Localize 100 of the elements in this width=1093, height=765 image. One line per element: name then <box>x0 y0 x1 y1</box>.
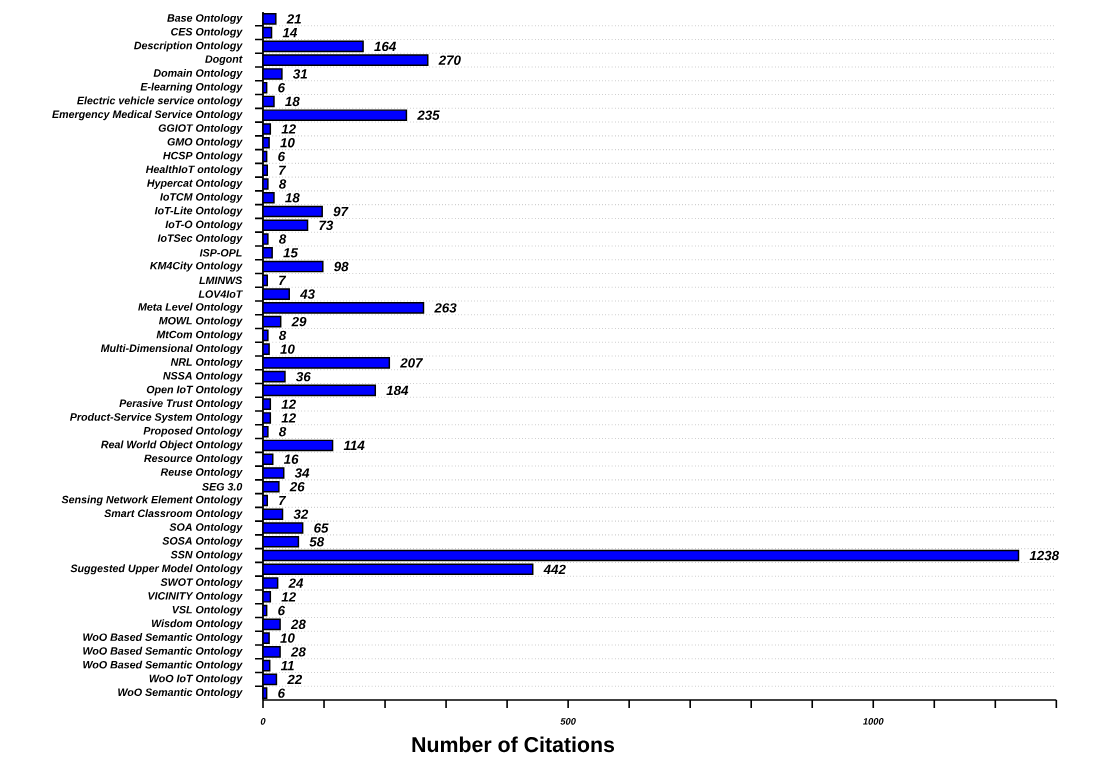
y-tick-label: MOWL Ontology <box>158 316 243 327</box>
y-tick-label: Sensing Network Element Ontology <box>61 495 243 506</box>
y-tick-label: Perasive Trust Ontology <box>119 399 243 410</box>
y-tick-label: Base Ontology <box>167 13 243 24</box>
y-tick-label: LMINWS <box>199 276 243 285</box>
data-label: 65 <box>314 523 329 533</box>
y-tick-label: ISP-OPL <box>199 249 242 257</box>
y-tick-label: IoT-Lite Ontology <box>154 206 243 217</box>
data-label: 164 <box>374 41 397 52</box>
x-tick-label: 1000 <box>863 718 884 725</box>
y-tick-label: Emergency Medical Service Ontology <box>52 110 243 121</box>
data-label: 1238 <box>1029 550 1060 561</box>
y-tick-label: E-learning Ontology <box>140 82 243 93</box>
data-label: 31 <box>292 69 307 79</box>
data-label: 442 <box>543 564 566 574</box>
y-tick-label: WoO IoT Ontology <box>149 674 243 685</box>
y-tick-label: SOSA Ontology <box>162 536 243 547</box>
data-label: 18 <box>285 96 300 107</box>
y-tick-label: Hypercat Ontology <box>147 179 243 189</box>
y-tick-label: MtCom Ontology <box>156 330 243 341</box>
y-tick-label: WoO Based Semantic Ontology <box>83 660 243 671</box>
data-label: 10 <box>280 138 295 148</box>
y-tick-label: Smart Classroom Ontology <box>104 509 243 520</box>
y-tick-label: SEG 3.0 <box>202 482 243 491</box>
data-label: 263 <box>434 303 457 313</box>
y-tick-label: Wisdom Ontology <box>151 619 243 630</box>
y-tick-label: KM4City Ontology <box>150 261 243 272</box>
y-tick-label: LOV4IoT <box>198 290 244 298</box>
data-label: 6 <box>278 605 286 616</box>
y-tick-label: GGIOT Ontology <box>158 123 243 134</box>
data-label: 11 <box>280 661 294 671</box>
y-tick-label: SOA Ontology <box>169 523 243 533</box>
y-tick-label: VICINITY Ontology <box>148 591 243 602</box>
y-tick-label: Meta Level Ontology <box>138 302 243 313</box>
y-tick-label: IoT-O Ontology <box>165 220 243 231</box>
data-label: 8 <box>278 179 287 189</box>
data-label: 235 <box>417 110 440 120</box>
data-label: 8 <box>278 426 287 437</box>
y-tick-label: Reuse Ontology <box>160 467 243 478</box>
y-tick-label: Proposed Ontology <box>143 426 243 437</box>
data-label: 98 <box>334 261 349 272</box>
data-label: 73 <box>319 220 334 230</box>
data-label: 12 <box>281 124 296 134</box>
y-tick-label: Product-Service System Ontology <box>69 412 243 423</box>
data-label: 28 <box>290 619 306 630</box>
data-label: 207 <box>400 358 424 368</box>
data-label: 22 <box>287 674 303 685</box>
y-tick-label: VSL Ontology <box>172 605 243 616</box>
data-label: 36 <box>296 371 311 382</box>
data-label: 7 <box>279 165 287 175</box>
x-tick-label: 0 <box>260 718 266 725</box>
data-label: 6 <box>278 82 286 93</box>
data-label: 6 <box>278 151 286 162</box>
data-label: 7 <box>279 495 287 506</box>
data-label: 43 <box>299 289 315 299</box>
y-tick-label: CES Ontology <box>171 27 243 38</box>
y-tick-label: Multi-Dimensional Ontology <box>100 344 243 355</box>
data-label: 32 <box>293 509 309 519</box>
data-label: 8 <box>278 330 287 341</box>
y-tick-label: SSN Ontology <box>170 550 243 561</box>
y-tick-label: Open IoT Ontology <box>146 385 243 396</box>
y-tick-label: Dogont <box>205 55 243 65</box>
data-label: 12 <box>281 413 296 423</box>
data-label: 184 <box>386 385 409 396</box>
y-tick-label: NSSA Ontology <box>163 371 243 382</box>
data-label: 16 <box>283 454 299 464</box>
data-label: 114 <box>343 440 365 451</box>
data-label: 34 <box>294 468 310 478</box>
data-label: 97 <box>333 206 349 217</box>
data-label: 6 <box>278 688 286 698</box>
y-tick-label: Description Ontology <box>134 41 243 52</box>
y-tick-label: WoO Based Semantic Ontology <box>83 646 243 657</box>
y-tick-label: IoTSec Ontology <box>157 234 243 245</box>
data-label: 10 <box>280 633 295 643</box>
y-tick-label: IoTCM Ontology <box>160 192 243 203</box>
data-label: 21 <box>286 14 301 24</box>
data-label: 18 <box>285 193 300 203</box>
y-tick-label: Resource Ontology <box>144 454 243 465</box>
y-tick-label: GMO Ontology <box>167 137 243 148</box>
data-label: 14 <box>282 28 298 38</box>
data-label: 10 <box>280 344 295 354</box>
data-label: 28 <box>290 647 306 657</box>
data-label: 270 <box>438 55 461 65</box>
data-label: 7 <box>279 275 287 285</box>
y-tick-label: WoO Based Semantic Ontology <box>83 633 243 644</box>
data-label: 26 <box>289 482 305 492</box>
y-tick-label: WoO Semantic Ontology <box>118 688 243 699</box>
x-tick-label: 500 <box>560 718 576 725</box>
y-tick-label: SWOT Ontology <box>160 578 243 589</box>
y-tick-label: Domain Ontology <box>153 68 243 79</box>
y-tick-label: NRL Ontology <box>170 357 243 368</box>
y-tick-label: HealthIoT ontology <box>145 165 243 176</box>
data-label: 58 <box>309 537 325 547</box>
data-label: 15 <box>283 248 299 258</box>
data-label: 8 <box>278 234 287 244</box>
y-tick-label: Electric vehicle service ontology <box>77 96 243 107</box>
data-label: 29 <box>291 316 307 327</box>
data-label: 24 <box>288 578 304 588</box>
y-tick-label: Real World Object Ontology <box>101 440 243 451</box>
data-label: 12 <box>281 399 296 409</box>
